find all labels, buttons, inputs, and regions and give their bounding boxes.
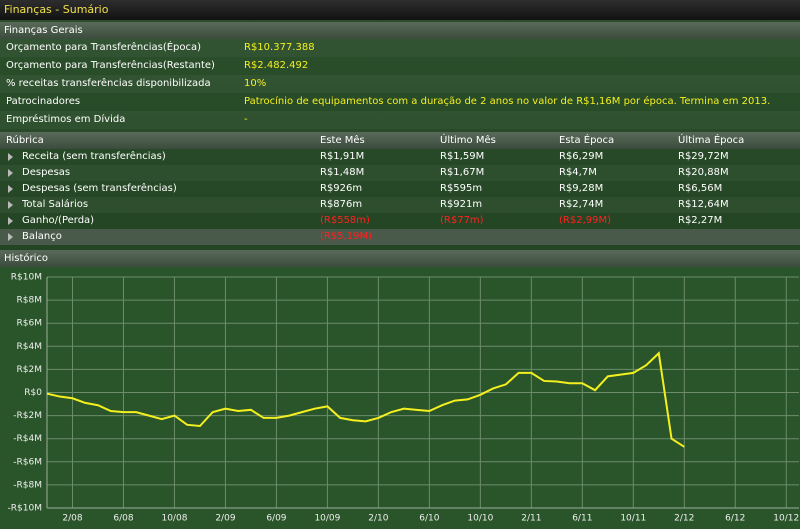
x-tick-label: 2/09 — [215, 514, 235, 524]
column-header: Este Mês — [320, 135, 365, 146]
screen-title: Finanças - Sumário — [0, 0, 800, 20]
row-value: 10% — [244, 78, 267, 89]
cell-value: R$12,64M — [678, 199, 729, 210]
row-value: - — [244, 114, 248, 125]
y-tick-label: R$10M — [11, 273, 42, 283]
cell-value: R$1,91M — [320, 151, 365, 162]
x-tick-label: 2/11 — [521, 514, 541, 524]
y-tick-label: R$4M — [17, 342, 42, 352]
expand-arrow[interactable] — [8, 217, 13, 225]
x-tick-label: 10/11 — [620, 514, 646, 524]
cell-value: (R$5,19M) — [320, 231, 373, 242]
y-tick-label: R$6M — [17, 319, 42, 329]
table-row: Receita (sem transferências) R$1,91M R$1,5… — [0, 149, 800, 165]
y-tick-label: -R$2M — [13, 411, 42, 421]
x-tick-label: 2/12 — [674, 514, 694, 524]
cell-value: R$4,7M — [559, 167, 597, 178]
table-row: Balanço (R$5,19M) — [0, 229, 800, 245]
cell-value: R$29,72M — [678, 151, 729, 162]
cell-value: R$20,88M — [678, 167, 729, 178]
row-label: Ganho/(Perda) — [22, 215, 95, 226]
plot-background — [0, 267, 800, 529]
cell-value: R$921m — [440, 199, 483, 210]
section-header: Finanças Gerais — [0, 22, 800, 39]
cell-value: R$1,67M — [440, 167, 485, 178]
x-tick-label: 6/08 — [113, 514, 133, 524]
cell-value: (R$2,99M) — [559, 215, 612, 226]
x-tick-label: 10/10 — [467, 514, 493, 524]
section-header: Histórico — [0, 250, 800, 267]
x-tick-label: 6/11 — [572, 514, 592, 524]
row-value: R$10.377.388 — [244, 42, 315, 53]
x-tick-label: 6/10 — [419, 514, 439, 524]
row-label: Despesas — [22, 167, 71, 178]
row-value: R$2.482.492 — [244, 60, 309, 71]
y-tick-label: R$0 — [24, 388, 42, 398]
row-label: Orçamento para Transferências(Época) — [6, 42, 202, 53]
table-row: Ganho/(Perda) (R$558m) (R$77m) (R$2,99M) R$2… — [0, 213, 800, 229]
table-row: Despesas (sem transferências) R$926m R$595… — [0, 181, 800, 197]
expand-arrow[interactable] — [8, 233, 13, 241]
y-tick-label: -R$10M — [8, 504, 42, 514]
cell-value: (R$77m) — [440, 215, 484, 226]
expand-arrow[interactable] — [8, 153, 13, 161]
y-tick-label: -R$4M — [13, 434, 42, 444]
table-row: Total Salários R$876m R$921m R$2,74M R$12,64… — [0, 197, 800, 213]
cell-value: R$2,27M — [678, 215, 723, 226]
row-value: Patrocínio de equipamentos com a duração… — [244, 96, 771, 107]
y-tick-label: R$8M — [17, 296, 42, 306]
cell-value: R$6,29M — [559, 151, 604, 162]
history-chart: -R$10M -R$8M -R$6M -R$4M -R$2M R$0 R$2M R$4M R$6… — [0, 267, 800, 529]
x-tick-label: 2/10 — [368, 514, 388, 524]
row-label: Orçamento para Transferências(Restante) — [6, 60, 215, 71]
column-header: Última Época — [678, 135, 745, 146]
cell-value: R$926m — [320, 183, 363, 194]
column-header: Último Mês — [440, 135, 496, 146]
general-row: % receitas transferências disponibilizad… — [0, 75, 800, 93]
row-label: Total Salários — [22, 199, 89, 210]
x-tick-label: 10/08 — [161, 514, 187, 524]
row-label: Patrocinadores — [6, 96, 81, 107]
y-tick-label: R$2M — [17, 365, 42, 375]
x-tick-label: 2/08 — [62, 514, 82, 524]
row-label: Receita (sem transferências) — [22, 151, 166, 162]
row-label: Balanço — [22, 231, 62, 242]
cell-value: R$1,48M — [320, 167, 365, 178]
row-label: % receitas transferências disponibilizad… — [6, 78, 211, 89]
cell-value: R$595m — [440, 183, 483, 194]
cell-value: R$1,59M — [440, 151, 485, 162]
row-label: Despesas (sem transferências) — [22, 183, 177, 194]
column-header: Esta Época — [559, 135, 615, 146]
cell-value: R$876m — [320, 199, 363, 210]
cell-value: (R$558m) — [320, 215, 370, 226]
cell-value: R$9,28M — [559, 183, 604, 194]
table-header: Rúbrica Este Mês Último Mês Esta Época Últim… — [0, 132, 800, 149]
expand-arrow[interactable] — [8, 201, 13, 209]
series-line — [46, 351, 685, 448]
y-tick-label: -R$8M — [13, 480, 42, 490]
x-tick-label: 10/12 — [773, 514, 799, 524]
x-tick-label: 10/09 — [314, 514, 340, 524]
general-row: Empréstimos em Dívida - — [0, 111, 800, 129]
cell-value: R$6,56M — [678, 183, 723, 194]
x-tick-label: 6/09 — [266, 514, 286, 524]
expand-arrow[interactable] — [8, 185, 13, 193]
general-row: Orçamento para Transferências(Restante) R… — [0, 57, 800, 75]
row-label: Empréstimos em Dívida — [6, 114, 126, 125]
general-row: Orçamento para Transferências(Época) R$10… — [0, 39, 800, 57]
cell-value: R$2,74M — [559, 199, 604, 210]
x-tick-label: 6/12 — [725, 514, 745, 524]
y-tick-label: -R$6M — [13, 457, 42, 467]
table-row: Despesas R$1,48M R$1,67M R$4,7M R$20,88M — [0, 165, 800, 181]
expand-arrow[interactable] — [8, 169, 13, 177]
column-header: Rúbrica — [6, 135, 44, 146]
general-row: Patrocinadores Patrocínio de equipamentos… — [0, 93, 800, 111]
